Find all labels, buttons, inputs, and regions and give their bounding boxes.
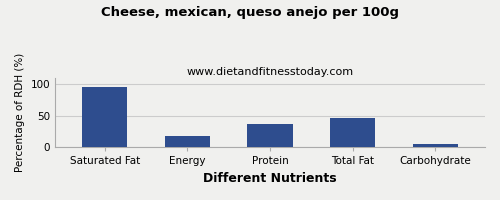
- Bar: [412, 144, 458, 147]
- Title: www.dietandfitnesstoday.com: www.dietandfitnesstoday.com: [186, 67, 354, 77]
- Text: Cheese, mexican, queso anejo per 100g: Cheese, mexican, queso anejo per 100g: [101, 6, 399, 19]
- Bar: [248, 124, 293, 147]
- Bar: [330, 118, 376, 147]
- Y-axis label: Percentage of RDH (%): Percentage of RDH (%): [15, 53, 25, 172]
- Bar: [82, 87, 128, 147]
- X-axis label: Different Nutrients: Different Nutrients: [203, 172, 337, 185]
- Bar: [164, 136, 210, 147]
